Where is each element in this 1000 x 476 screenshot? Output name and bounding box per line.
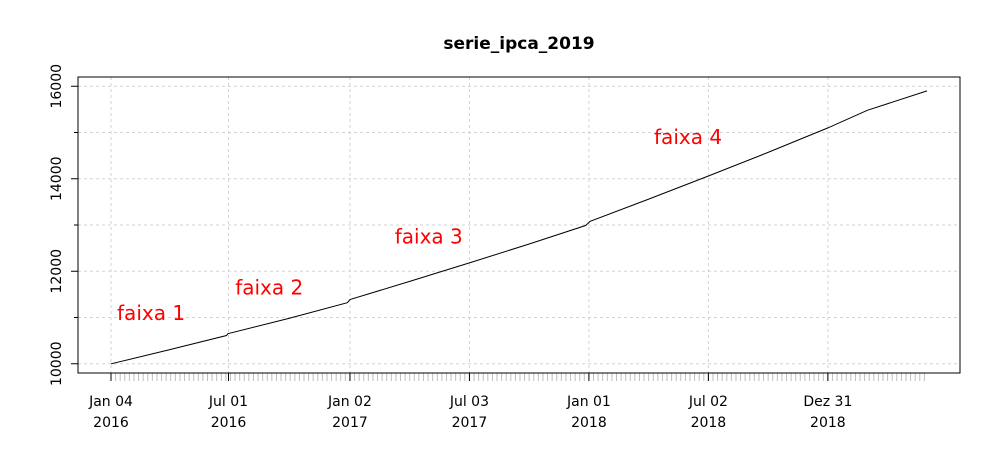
x-tick-label: Jan 02 bbox=[327, 394, 372, 410]
y-tick-label: 16000 bbox=[49, 64, 65, 109]
chart-title: serie_ipca_2019 bbox=[443, 34, 594, 54]
annotation-label: faixa 4 bbox=[654, 125, 722, 149]
annotation-label: faixa 3 bbox=[395, 225, 463, 249]
x-tick-label-year: 2018 bbox=[810, 415, 846, 431]
grid-lines bbox=[78, 77, 960, 373]
x-tick-label: Jan 01 bbox=[566, 394, 611, 410]
x-tick-label: Jan 04 bbox=[88, 394, 133, 410]
x-tick-label-year: 2018 bbox=[691, 415, 727, 431]
minor-ticks bbox=[110, 373, 925, 381]
plot-frame bbox=[77, 76, 961, 374]
series-line bbox=[110, 90, 928, 365]
x-tick-label: Jul 01 bbox=[208, 394, 248, 410]
y-tick-label: 14000 bbox=[49, 156, 65, 201]
annotations: faixa 1 faixa 2 faixa 3 faixa 4 bbox=[117, 125, 722, 325]
x-tick-label-year: 2017 bbox=[452, 415, 488, 431]
x-tick-label-year: 2016 bbox=[93, 415, 129, 431]
x-tick-label-year: 2016 bbox=[211, 415, 247, 431]
x-tick-label: Dez 31 bbox=[803, 394, 852, 410]
x-tick-label-year: 2018 bbox=[571, 415, 607, 431]
y-tick-label: 12000 bbox=[49, 249, 65, 294]
x-tick-label: Jul 03 bbox=[449, 394, 489, 410]
series-layer bbox=[110, 90, 928, 365]
annotation-label: faixa 1 bbox=[117, 301, 185, 325]
y-tick-label: 10000 bbox=[49, 341, 65, 386]
axes: 10000 12000 14000 16000 Jan 04 2016 Jul 01 2016… bbox=[49, 64, 852, 431]
x-tick-label-year: 2017 bbox=[332, 415, 368, 431]
x-tick-label: Jul 02 bbox=[688, 394, 728, 410]
annotation-label: faixa 2 bbox=[235, 275, 303, 299]
